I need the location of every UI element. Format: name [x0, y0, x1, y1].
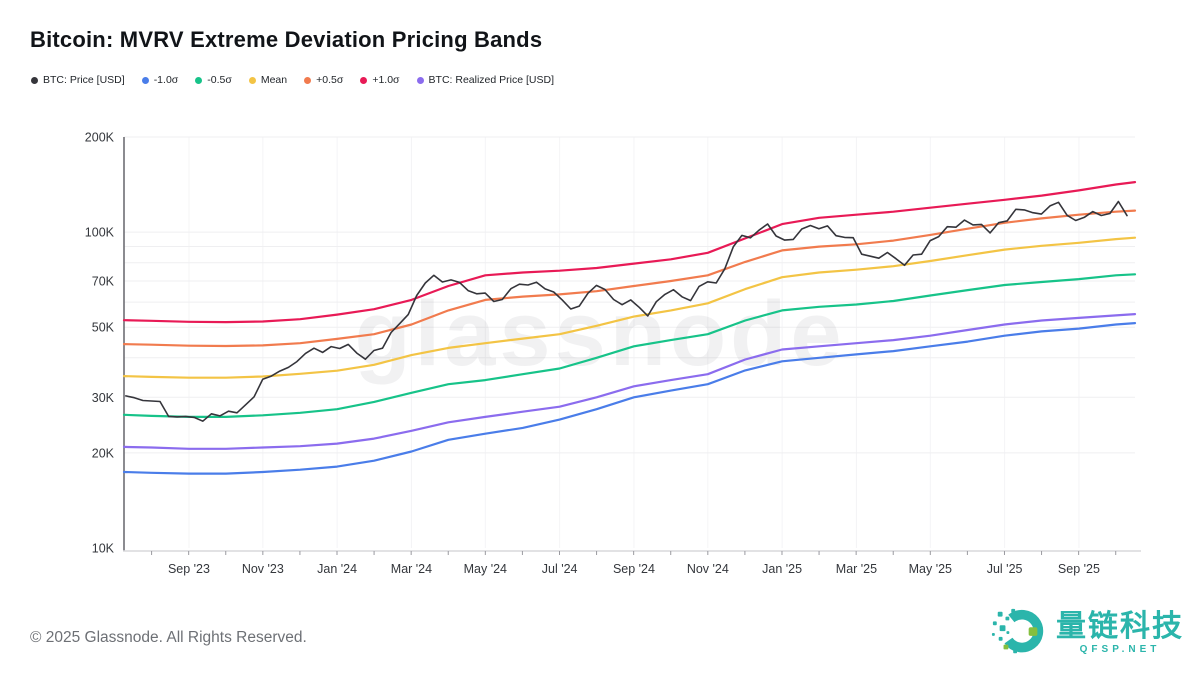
- legend-label-price: BTC: Price [USD]: [43, 74, 125, 86]
- x-axis-label: Jan '24: [317, 562, 357, 576]
- y-axis-label-50K: 50K: [92, 321, 115, 335]
- x-axis-label: Nov '24: [687, 562, 729, 576]
- brand-name: 量链科技: [1056, 609, 1184, 643]
- series-plus05: [122, 209, 1137, 348]
- legend-label-realized: BTC: Realized Price [USD]: [428, 74, 554, 86]
- series-price: [125, 200, 1128, 423]
- x-axis-label: May '24: [464, 562, 507, 576]
- y-axis-label-70K: 70K: [92, 275, 115, 289]
- y-axis-label-30K: 30K: [92, 391, 115, 405]
- legend-dot-mean: [248, 76, 256, 84]
- x-axis-label: Jul '25: [987, 562, 1023, 576]
- legend-item-minus05[interactable]: -0.5σ: [195, 74, 232, 86]
- brand-logo: 量链科技 QFSP.NET: [990, 604, 1184, 662]
- series-realized: [122, 313, 1137, 450]
- x-axis-label: Jan '25: [762, 562, 802, 576]
- legend-item-minus1[interactable]: -1.0σ: [141, 74, 179, 86]
- x-axis-label: Sep '23: [168, 562, 210, 576]
- legend-label-minus1: -1.0σ: [153, 74, 179, 86]
- legend-label-plus05: +0.5σ: [316, 74, 344, 86]
- series-plus1: [122, 181, 1137, 324]
- copyright-text: © 2025 Glassnode. All Rights Reserved.: [30, 629, 307, 646]
- legend-dot-minus1: [141, 76, 149, 84]
- legend-label-minus05: -0.5σ: [207, 74, 232, 86]
- x-axis-label: May '25: [909, 562, 952, 576]
- glassnode-watermark: glassnode: [354, 283, 845, 385]
- x-axis-label: Mar '24: [391, 562, 432, 576]
- legend-item-plus1[interactable]: +1.0σ: [360, 74, 400, 86]
- legend-label-mean: Mean: [260, 74, 288, 86]
- x-axis-label: Mar '25: [836, 562, 877, 576]
- x-axis-label: Nov '23: [242, 562, 284, 576]
- series-mean: [122, 236, 1137, 379]
- legend-dot-realized: [416, 76, 424, 84]
- legend-item-mean[interactable]: Mean: [248, 74, 288, 86]
- y-axis-label-200K: 200K: [85, 131, 115, 145]
- legend-dot-price: [31, 76, 38, 84]
- legend-item-realized[interactable]: BTC: Realized Price [USD]: [416, 74, 554, 86]
- y-axis-label-10K: 10K: [92, 542, 115, 556]
- x-axis-label: Sep '25: [1058, 562, 1100, 576]
- series-minus1: [122, 322, 1137, 475]
- legend-dot-minus05: [195, 76, 203, 84]
- y-axis-label-100K: 100K: [85, 226, 115, 240]
- brand-logo-icon: [991, 608, 1044, 654]
- x-axis-label: Jul '24: [542, 562, 578, 576]
- y-axis-label-20K: 20K: [92, 446, 115, 460]
- brand-site: QFSP.NET: [1079, 643, 1161, 655]
- legend-item-plus05[interactable]: +0.5σ: [304, 74, 343, 86]
- series-minus05: [122, 273, 1137, 418]
- x-axis-label: Sep '24: [613, 562, 655, 576]
- legend-label-plus1: +1.0σ: [372, 74, 400, 86]
- legend-dot-plus1: [360, 76, 368, 84]
- legend-dot-plus05: [304, 76, 312, 84]
- chart-title: Bitcoin: MVRV Extreme Deviation Pricing …: [30, 27, 543, 52]
- legend: BTC: Price [USD] -1.0σ -0.5σ Mean +0.5σ +1.0σ…: [31, 74, 554, 86]
- legend-item-price[interactable]: BTC: Price [USD]: [31, 74, 125, 86]
